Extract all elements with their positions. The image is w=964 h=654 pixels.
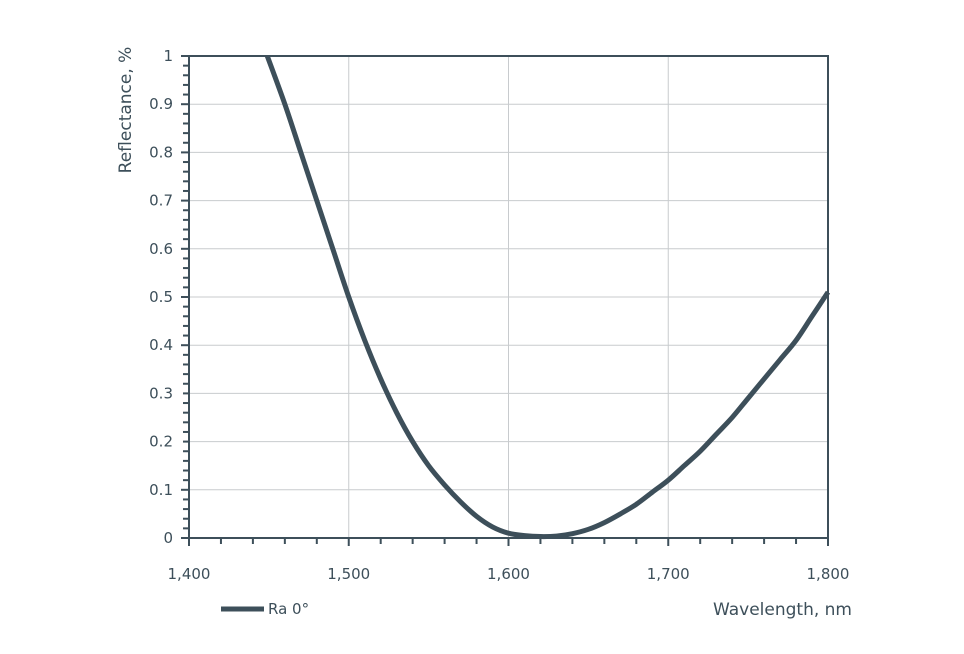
grid [188, 55, 829, 539]
y-axis-title: Reflectance, % [116, 47, 136, 174]
minor-ticks [181, 55, 829, 546]
y-tick-label: 1 [163, 47, 173, 65]
x-tick-label: 1,600 [487, 565, 530, 583]
x-tick-label: 1,800 [807, 565, 850, 583]
y-axis-ticks: 0 0.1 0.2 0.3 0.4 0.5 0.6 0.7 0.8 0.9 1 [149, 47, 173, 547]
y-tick-label: 0.6 [149, 240, 173, 258]
y-tick-label: 0.4 [149, 336, 173, 354]
y-tick-label: 0.5 [149, 288, 173, 306]
x-tick-label: 1,400 [168, 565, 211, 583]
x-tick-label: 1,500 [327, 565, 370, 583]
series-layer [264, 55, 831, 540]
legend-label: Ra 0° [268, 600, 309, 618]
y-tick-label: 0.8 [149, 143, 173, 161]
y-tick-label: 0.2 [149, 433, 173, 451]
plot-frame [188, 55, 829, 539]
x-axis-title: Wavelength, nm [713, 600, 852, 620]
x-tick-label: 1,700 [647, 565, 690, 583]
legend: Ra 0° [221, 600, 309, 618]
y-tick-label: 0 [163, 529, 173, 547]
series-line-ra-0 [264, 55, 831, 540]
x-axis-ticks: 1,400 1,500 1,600 1,700 1,800 [168, 565, 850, 583]
y-tick-label: 0.9 [149, 95, 173, 113]
y-tick-label: 0.1 [149, 481, 173, 499]
y-tick-label: 0.3 [149, 384, 173, 402]
y-tick-label: 0.7 [149, 192, 173, 210]
